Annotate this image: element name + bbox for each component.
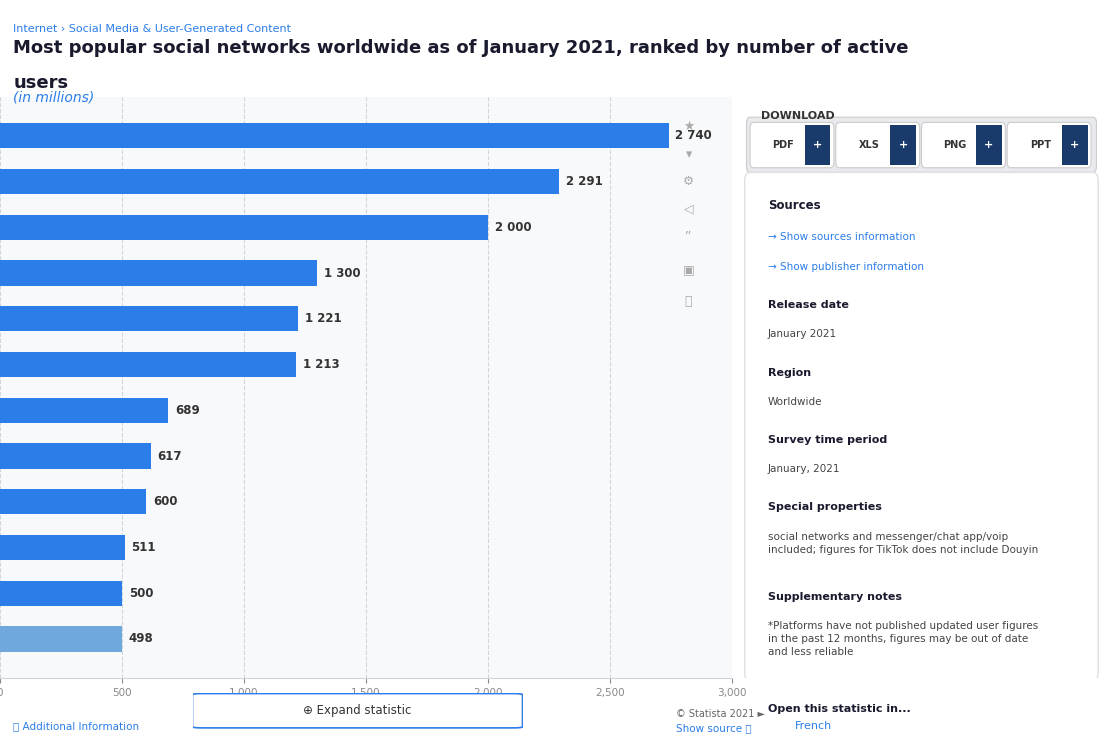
Text: users: users xyxy=(13,74,68,92)
Text: © Statista 2021 ►: © Statista 2021 ► xyxy=(676,708,766,719)
Text: Show source ⓘ: Show source ⓘ xyxy=(676,723,752,734)
FancyBboxPatch shape xyxy=(745,172,1098,681)
Text: ⚙: ⚙ xyxy=(683,175,694,188)
Text: Supplementary notes: Supplementary notes xyxy=(768,592,902,602)
FancyBboxPatch shape xyxy=(768,715,788,735)
Bar xyxy=(0,627,121,652)
Text: Internet › Social Media & User-Generated Content: Internet › Social Media & User-Generated… xyxy=(13,24,292,34)
Bar xyxy=(0,123,669,148)
Text: 498: 498 xyxy=(129,633,153,645)
Bar xyxy=(0,169,559,194)
Text: French: French xyxy=(794,720,832,731)
Text: DOWNLOAD: DOWNLOAD xyxy=(761,112,835,121)
Text: +: + xyxy=(813,140,822,150)
Text: 1 300: 1 300 xyxy=(324,267,361,279)
FancyBboxPatch shape xyxy=(1062,125,1088,165)
Text: PNG: PNG xyxy=(943,140,966,150)
Text: *Platforms have not published updated user figures
in the past 12 months, figure: *Platforms have not published updated us… xyxy=(768,621,1038,657)
FancyBboxPatch shape xyxy=(976,125,1002,165)
FancyBboxPatch shape xyxy=(192,694,522,728)
Text: Sources: Sources xyxy=(768,199,821,212)
Text: PPT: PPT xyxy=(1030,140,1050,150)
Bar xyxy=(0,352,296,377)
Text: January 2021: January 2021 xyxy=(768,329,837,339)
Bar xyxy=(0,306,298,332)
Bar xyxy=(0,443,151,469)
FancyBboxPatch shape xyxy=(747,117,1097,172)
Text: ★: ★ xyxy=(683,120,694,133)
Text: XLS: XLS xyxy=(858,140,879,150)
Text: ◁: ◁ xyxy=(684,203,693,216)
Text: 689: 689 xyxy=(175,404,200,416)
Bar xyxy=(0,398,168,423)
FancyBboxPatch shape xyxy=(750,122,834,168)
Text: ▾: ▾ xyxy=(685,148,692,161)
Text: social networks and messenger/chat app/voip
included; figures for TikTok does no: social networks and messenger/chat app/v… xyxy=(768,531,1038,555)
Text: 2 291: 2 291 xyxy=(565,175,603,188)
Bar xyxy=(0,489,146,514)
FancyBboxPatch shape xyxy=(805,125,830,165)
Bar xyxy=(0,580,122,606)
Text: 2 740: 2 740 xyxy=(675,130,712,142)
Text: Worldwide: Worldwide xyxy=(768,396,823,407)
Text: 2 000: 2 000 xyxy=(495,221,531,234)
Text: 500: 500 xyxy=(129,587,153,600)
FancyBboxPatch shape xyxy=(836,122,920,168)
Text: Special properties: Special properties xyxy=(768,502,882,513)
Text: ⎙: ⎙ xyxy=(685,295,692,308)
Text: ▣: ▣ xyxy=(683,263,694,276)
Text: January, 2021: January, 2021 xyxy=(768,464,840,474)
FancyBboxPatch shape xyxy=(1008,122,1091,168)
Text: 600: 600 xyxy=(153,495,178,508)
Text: ⊕ Expand statistic: ⊕ Expand statistic xyxy=(304,704,411,717)
FancyBboxPatch shape xyxy=(781,715,788,735)
Text: ⓘ Additional Information: ⓘ Additional Information xyxy=(13,721,140,732)
FancyBboxPatch shape xyxy=(890,125,916,165)
Text: Region: Region xyxy=(768,367,811,378)
Bar xyxy=(0,215,488,240)
Text: 1 221: 1 221 xyxy=(305,312,341,326)
Text: → Show publisher information: → Show publisher information xyxy=(768,262,924,273)
Text: 511: 511 xyxy=(132,541,156,554)
Text: Release date: Release date xyxy=(768,300,849,310)
Text: +: + xyxy=(899,140,907,150)
Text: 617: 617 xyxy=(157,449,182,463)
Bar xyxy=(0,535,124,560)
Bar xyxy=(0,261,317,285)
Text: (in millions): (in millions) xyxy=(13,91,95,105)
Text: 1 213: 1 213 xyxy=(302,358,340,371)
Text: +: + xyxy=(984,140,993,150)
Text: PDF: PDF xyxy=(772,140,794,150)
Text: Most popular social networks worldwide as of January 2021, ranked by number of a: Most popular social networks worldwide a… xyxy=(13,39,909,57)
Text: Open this statistic in...: Open this statistic in... xyxy=(768,703,911,714)
Text: Survey time period: Survey time period xyxy=(768,435,888,445)
Text: +: + xyxy=(1070,140,1079,150)
Text: → Show sources information: → Show sources information xyxy=(768,232,915,242)
FancyBboxPatch shape xyxy=(922,122,1005,168)
Text: ”: ” xyxy=(685,230,692,244)
